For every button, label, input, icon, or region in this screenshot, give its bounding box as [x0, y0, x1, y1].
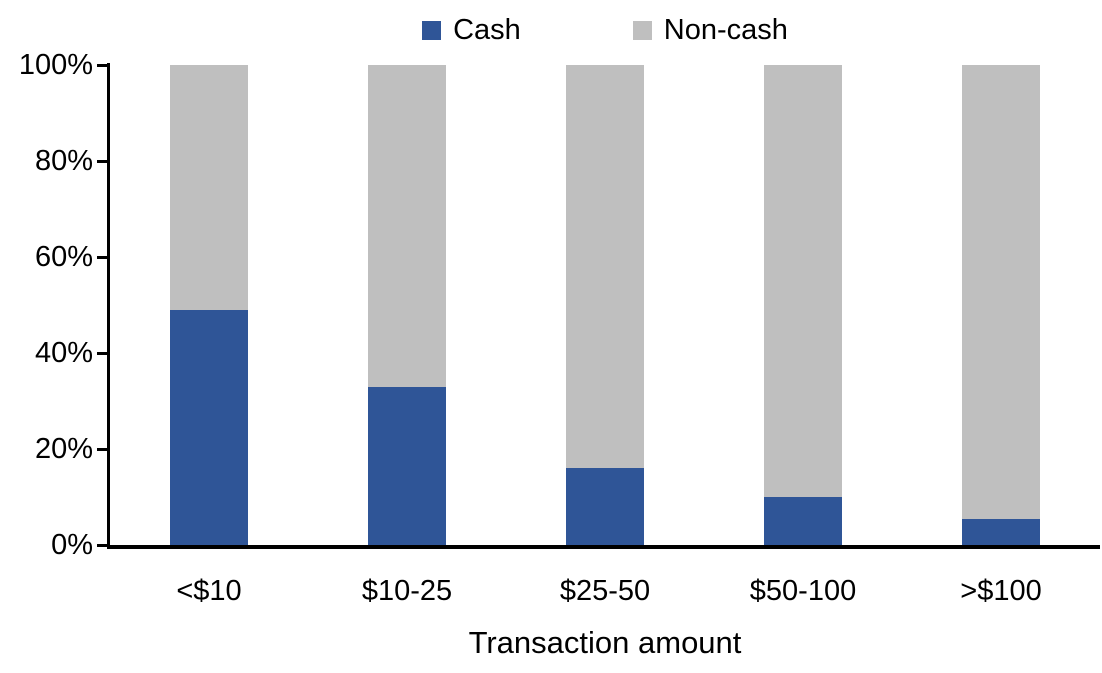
x-axis-line — [107, 545, 1100, 549]
bar-group — [764, 65, 842, 545]
x-tick-label: $25-50 — [559, 575, 651, 607]
bar-segment-cash — [764, 497, 842, 545]
bar-group — [368, 65, 446, 545]
bar-segment-non-cash — [962, 65, 1040, 519]
bar-segment-cash — [962, 518, 1040, 545]
noncash-swatch-icon — [632, 20, 652, 40]
bar-segment-non-cash — [566, 65, 644, 469]
y-tick — [97, 255, 107, 259]
legend-label-cash: Cash — [453, 14, 521, 46]
y-axis-line — [107, 63, 110, 549]
y-tick-label: 20% — [34, 433, 93, 465]
bar-segment-non-cash — [764, 65, 842, 497]
y-tick — [97, 543, 107, 547]
y-tick-label: 60% — [34, 241, 93, 273]
bar-segment-cash — [368, 386, 446, 545]
cash-swatch-icon — [422, 20, 442, 40]
x-tick-label: $50-100 — [749, 575, 857, 607]
bar-segment-non-cash — [368, 65, 446, 387]
y-tick — [97, 159, 107, 163]
y-tick-label: 80% — [34, 145, 93, 177]
y-tick — [97, 63, 107, 67]
y-tick-label: 40% — [34, 337, 93, 369]
x-axis-title: Transaction amount — [468, 625, 742, 660]
legend-item-cash: Cash — [422, 13, 521, 47]
x-tick-label: <$10 — [176, 575, 242, 607]
x-tick-label: >$100 — [960, 575, 1042, 607]
bar-segment-cash — [170, 309, 248, 545]
legend-item-noncash: Non-cash — [632, 13, 788, 47]
y-tick-label: 100% — [18, 49, 93, 81]
bar-segment-cash — [566, 468, 644, 545]
bar-group — [566, 65, 644, 545]
bar-group — [170, 65, 248, 545]
x-tick-label: $10-25 — [361, 575, 453, 607]
y-tick — [97, 447, 107, 451]
plot-area — [110, 65, 1100, 545]
bar-group — [962, 65, 1040, 545]
legend: Cash Non-cash — [110, 10, 1100, 50]
y-tick — [97, 351, 107, 355]
legend-label-noncash: Non-cash — [663, 14, 788, 46]
bar-segment-non-cash — [170, 65, 248, 310]
y-tick-label: 0% — [51, 529, 93, 561]
